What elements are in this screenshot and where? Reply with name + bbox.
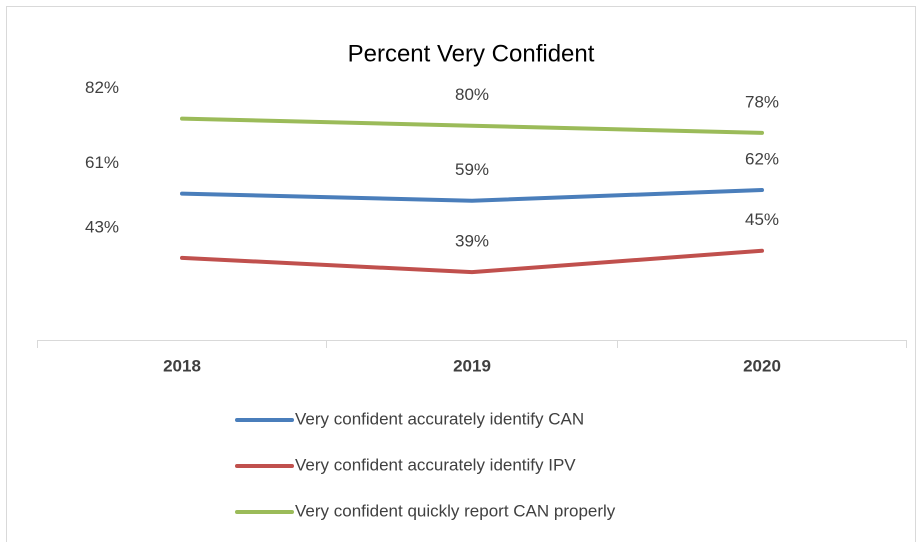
- data-label: 62%: [745, 149, 779, 168]
- data-label: 80%: [455, 85, 489, 104]
- data-label: 43%: [85, 217, 119, 236]
- legend-label: Very confident accurately identify CAN: [295, 409, 584, 428]
- series-line: [180, 116, 764, 135]
- legend-label: Very confident accurately identify IPV: [295, 455, 576, 474]
- series-line: [180, 188, 764, 203]
- data-label: 45%: [745, 210, 779, 229]
- series-line: [180, 248, 764, 275]
- data-label: 59%: [455, 160, 489, 179]
- chart-border: [6, 6, 916, 542]
- x-tick-label: 2018: [163, 356, 201, 375]
- x-tick-label: 2020: [743, 356, 781, 375]
- data-label: 39%: [455, 232, 489, 251]
- data-label: 78%: [745, 92, 779, 111]
- data-label: 82%: [85, 78, 119, 97]
- data-label: 61%: [85, 153, 119, 172]
- chart-title: Percent Very Confident: [348, 40, 595, 67]
- legend-label: Very confident quickly report CAN proper…: [295, 501, 616, 520]
- x-tick-label: 2019: [453, 356, 491, 375]
